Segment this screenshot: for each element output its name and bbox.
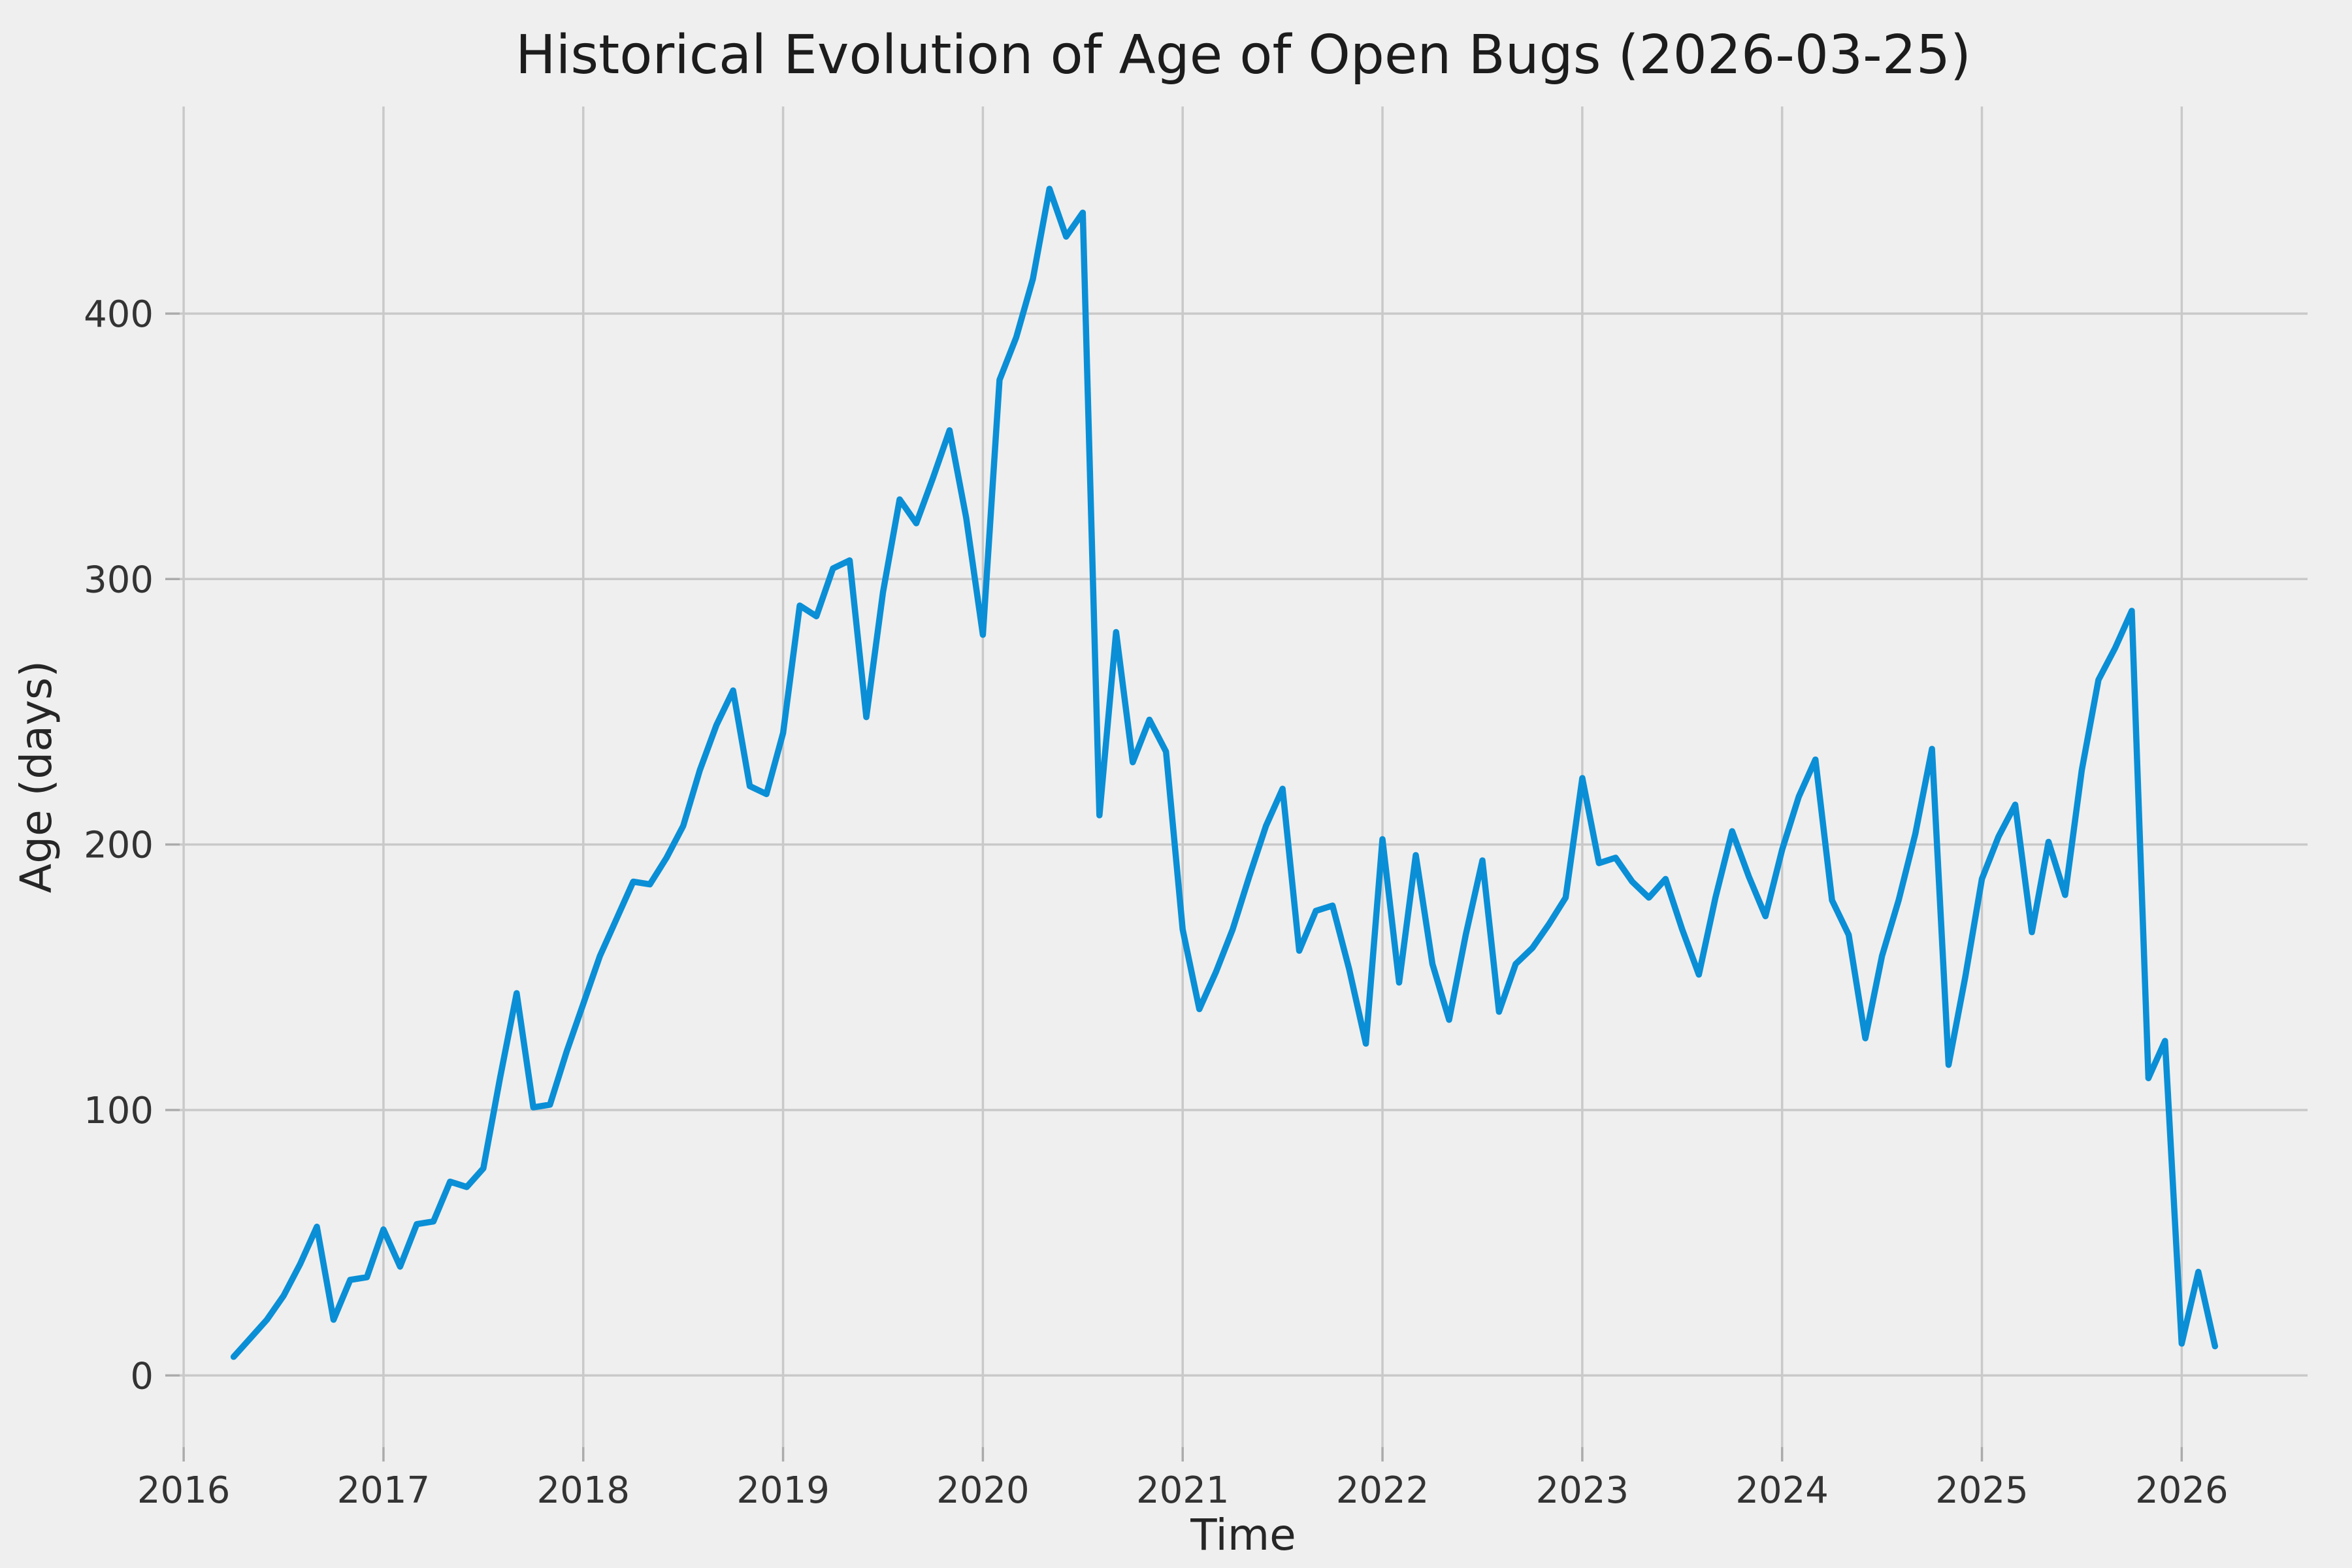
tick-marks: [165, 312, 2183, 1462]
x-tick-label-2016: 2016: [137, 1469, 231, 1512]
gridlines: [180, 106, 2308, 1447]
y-tick-label-400: 400: [84, 293, 154, 336]
x-tick-label-2024: 2024: [1735, 1469, 1829, 1512]
y-tick-label-0: 0: [130, 1355, 154, 1397]
x-tick-label-2022: 2022: [1336, 1469, 1429, 1512]
y-tick-label-300: 300: [84, 559, 154, 601]
x-axis-label: Time: [1190, 1510, 1296, 1560]
x-tick-label-2025: 2025: [1935, 1469, 2029, 1512]
chart-title: Historical Evolution of Age of Open Bugs…: [515, 24, 1971, 86]
x-tick-label-2017: 2017: [337, 1469, 431, 1512]
y-tick-label-200: 200: [84, 825, 154, 867]
y-axis-label: Age (days): [11, 661, 61, 893]
x-tick-label-2023: 2023: [1536, 1469, 1629, 1512]
x-tick-label-2018: 2018: [537, 1469, 630, 1512]
plot-area: [180, 106, 2308, 1447]
x-tick-label-2026: 2026: [2135, 1469, 2229, 1512]
y-tick-label-100: 100: [84, 1090, 154, 1132]
x-tick-label-2021: 2021: [1136, 1469, 1230, 1512]
age-of-open-bugs-line: [230, 186, 2219, 1360]
x-tick-label-2020: 2020: [936, 1469, 1030, 1512]
x-tick-label-2019: 2019: [736, 1469, 830, 1512]
tick-labels: 2016 2017 2018 2019 2020 2021 2022 2023 2024 2025…: [84, 293, 2228, 1512]
